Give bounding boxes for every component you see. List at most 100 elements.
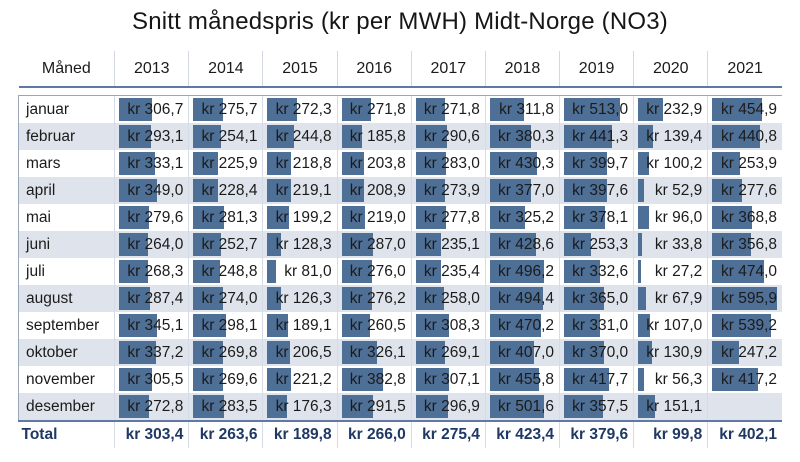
value-cell-februar-2019: kr 441,3 bbox=[559, 123, 634, 150]
data-bar bbox=[489, 395, 545, 418]
data-bar bbox=[489, 152, 537, 175]
chart-title: Snitt månedspris (kr per MWH) Midt-Norge… bbox=[132, 8, 668, 35]
value-cell-august-2021: kr 595,9 bbox=[707, 285, 782, 312]
data-label: kr 268,3 bbox=[127, 262, 184, 280]
value-cell-april-2019: kr 397,6 bbox=[559, 177, 634, 204]
data-label: kr 306,7 bbox=[127, 100, 184, 118]
value-cell-juli-2014: kr 248,8 bbox=[188, 258, 263, 285]
data-bar bbox=[489, 368, 540, 391]
table-row: desember kr 272,8 kr 283,5 kr 176,3 kr 291,5… bbox=[17, 393, 782, 421]
data-label: kr 345,1 bbox=[127, 316, 184, 334]
value-cell-april-2016: kr 208,9 bbox=[336, 177, 412, 204]
value-cell-september-2019: kr 331,0 bbox=[559, 312, 634, 339]
value-cell-mai-2021: kr 368,8 bbox=[707, 204, 782, 231]
data-bar bbox=[415, 152, 447, 175]
data-bar bbox=[267, 233, 282, 256]
data-label: kr 539,2 bbox=[720, 316, 777, 334]
data-label: kr 219,0 bbox=[349, 208, 406, 226]
value-cell-februar-2017: kr 290,6 bbox=[410, 123, 486, 150]
data-label: kr 326,1 bbox=[349, 343, 406, 361]
data-label: kr 271,8 bbox=[423, 100, 480, 118]
total-row: Total kr 303,4 kr 263,6 kr 189,8 kr 266,0 kr … bbox=[18, 420, 782, 448]
total-value-2017: kr 275,4 bbox=[410, 420, 486, 448]
data-label: kr 219,1 bbox=[275, 181, 332, 199]
value-cell-oktober-2014: kr 269,8 bbox=[188, 339, 263, 366]
data-label: kr 308,3 bbox=[423, 316, 480, 334]
data-label: kr 305,5 bbox=[127, 370, 184, 388]
value-cell-oktober-2013: kr 337,2 bbox=[114, 339, 189, 366]
table-row: juni kr 264,0 kr 252,7 kr 128,3 kr 287,0 kr 2… bbox=[17, 231, 782, 258]
value-cell-august-2019: kr 365,0 bbox=[559, 285, 634, 312]
value-cell-januar-2020: kr 232,9 bbox=[633, 95, 708, 123]
data-bar bbox=[564, 125, 612, 148]
value-cell-november-2016: kr 382,8 bbox=[336, 366, 412, 393]
value-cell-februar-2013: kr 293,1 bbox=[114, 123, 189, 150]
data-bar bbox=[193, 125, 221, 148]
header-year-2018: 2018 bbox=[484, 51, 560, 88]
data-bar bbox=[267, 287, 282, 310]
value-cell-februar-2018: kr 380,3 bbox=[484, 123, 560, 150]
data-bar bbox=[119, 395, 149, 418]
data-bar bbox=[415, 206, 446, 229]
data-label: kr 253,9 bbox=[720, 154, 777, 172]
data-bar bbox=[712, 314, 771, 337]
data-bar bbox=[267, 206, 290, 229]
data-bar bbox=[341, 341, 377, 364]
value-cell-mai-2014: kr 281,3 bbox=[188, 204, 263, 231]
data-label: kr 253,3 bbox=[572, 235, 629, 253]
data-bar bbox=[712, 368, 758, 391]
data-label: kr 235,4 bbox=[423, 262, 480, 280]
value-cell-mai-2017: kr 277,8 bbox=[410, 204, 486, 231]
data-label: kr 189,1 bbox=[275, 316, 332, 334]
data-bar bbox=[267, 314, 288, 337]
value-cell-mars-2021: kr 253,9 bbox=[707, 150, 782, 177]
data-bar bbox=[119, 341, 156, 364]
data-bar bbox=[193, 206, 224, 229]
data-label: kr 428,6 bbox=[498, 235, 555, 253]
data-bar bbox=[341, 314, 370, 337]
data-label: kr 275,7 bbox=[201, 100, 258, 118]
data-label: kr 368,8 bbox=[720, 208, 777, 226]
data-label: kr 454,9 bbox=[720, 100, 777, 118]
data-bar bbox=[712, 287, 777, 310]
value-cell-september-2016: kr 260,5 bbox=[336, 312, 412, 339]
value-cell-juni-2019: kr 253,3 bbox=[559, 231, 634, 258]
data-bar bbox=[119, 368, 153, 391]
data-bar bbox=[489, 341, 534, 364]
data-bar bbox=[489, 287, 544, 310]
value-cell-februar-2016: kr 185,8 bbox=[336, 123, 412, 150]
value-cell-februar-2015: kr 244,8 bbox=[262, 123, 338, 150]
total-value-2014: kr 263,6 bbox=[188, 420, 263, 448]
value-cell-oktober-2016: kr 326,1 bbox=[336, 339, 412, 366]
data-label: kr 269,1 bbox=[423, 343, 480, 361]
value-cell-juni-2016: kr 287,0 bbox=[336, 231, 412, 258]
value-cell-januar-2017: kr 271,8 bbox=[410, 95, 486, 123]
data-label: kr 235,1 bbox=[423, 235, 480, 253]
value-cell-oktober-2021: kr 247,2 bbox=[707, 339, 782, 366]
data-label: kr 332,6 bbox=[572, 262, 629, 280]
data-bar bbox=[712, 341, 740, 364]
data-bar bbox=[564, 395, 603, 418]
data-bar bbox=[638, 206, 649, 229]
data-bar bbox=[638, 341, 653, 364]
value-cell-mars-2015: kr 218,8 bbox=[262, 150, 338, 177]
value-cell-september-2018: kr 470,2 bbox=[484, 312, 560, 339]
header-year-2019: 2019 bbox=[559, 51, 634, 88]
data-bar bbox=[415, 395, 448, 418]
month-label: november bbox=[17, 366, 115, 393]
value-cell-mai-2020: kr 96,0 bbox=[633, 204, 708, 231]
value-cell-juli-2018: kr 496,2 bbox=[484, 258, 560, 285]
value-cell-mars-2020: kr 100,2 bbox=[633, 150, 708, 177]
data-bar bbox=[415, 368, 450, 391]
value-cell-juli-2017: kr 235,4 bbox=[410, 258, 486, 285]
value-cell-juni-2014: kr 252,7 bbox=[188, 231, 263, 258]
value-cell-mai-2018: kr 325,2 bbox=[484, 204, 560, 231]
data-label: kr 100,2 bbox=[646, 154, 703, 172]
data-bar bbox=[341, 287, 372, 310]
value-cell-august-2013: kr 287,4 bbox=[114, 285, 189, 312]
header-year-2021: 2021 bbox=[707, 51, 782, 88]
value-cell-mars-2019: kr 399,7 bbox=[559, 150, 634, 177]
data-label: kr 293,1 bbox=[127, 127, 184, 145]
data-label: kr 382,8 bbox=[349, 370, 406, 388]
table-row: april kr 349,0 kr 228,4 kr 219,1 kr 208,9 kr … bbox=[17, 177, 782, 204]
